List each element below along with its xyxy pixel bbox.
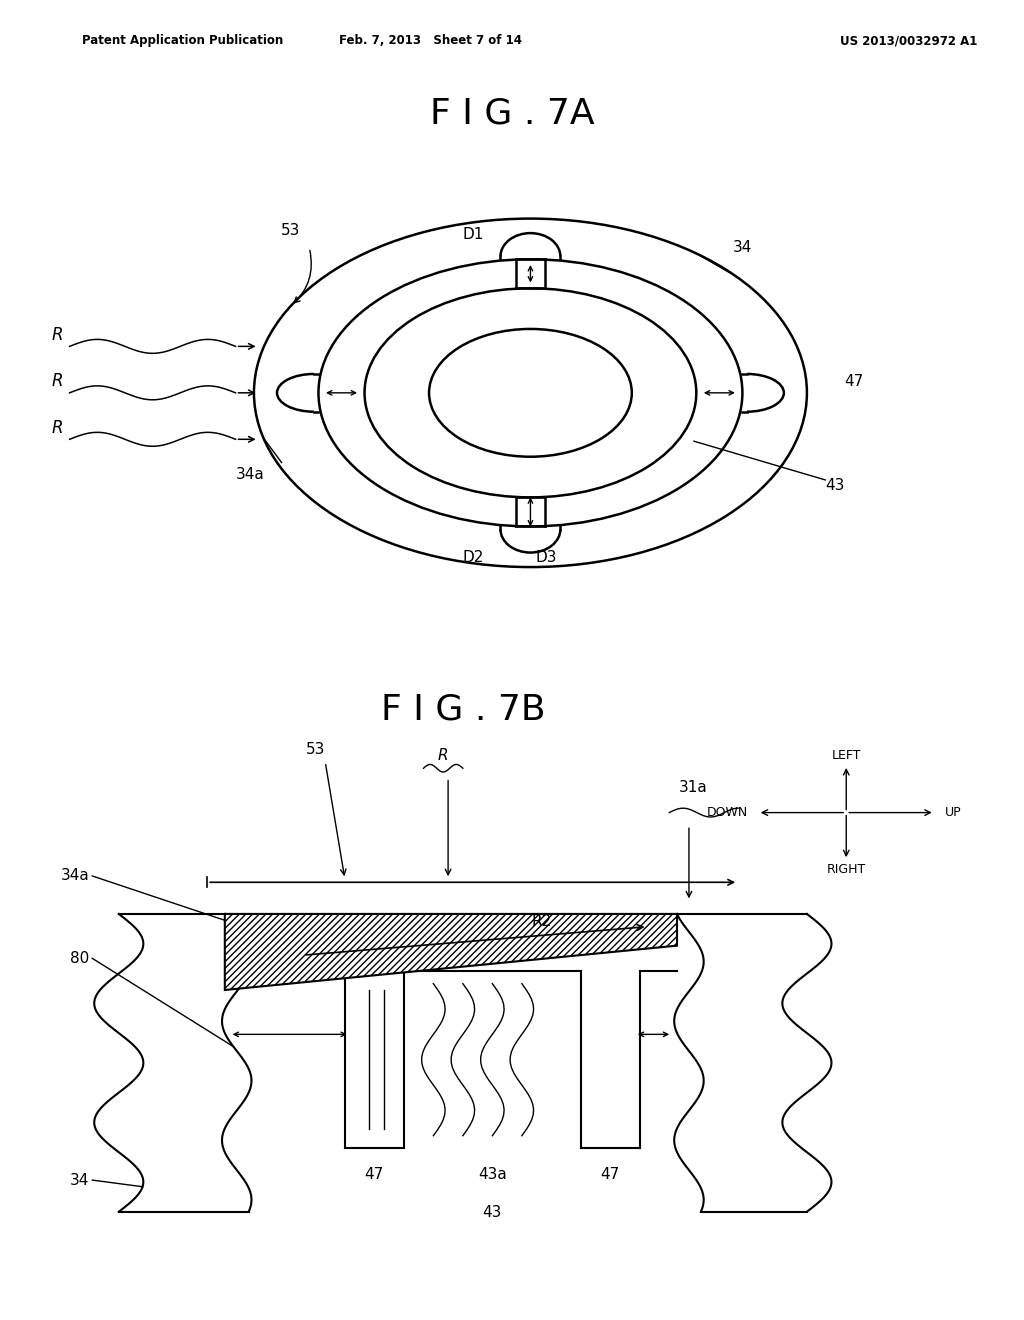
Text: D3: D3	[536, 549, 556, 565]
Text: 43: 43	[482, 1205, 502, 1221]
Text: 80: 80	[70, 950, 89, 966]
Text: D2: D2	[463, 549, 484, 565]
Text: RIGHT: RIGHT	[826, 863, 866, 876]
Text: R: R	[51, 372, 62, 391]
Text: 34: 34	[733, 240, 753, 255]
Text: F I G . 7B: F I G . 7B	[381, 692, 545, 726]
Text: LEFT: LEFT	[831, 748, 861, 762]
Text: D1: D1	[463, 227, 484, 242]
Text: R2: R2	[531, 913, 552, 929]
Text: R: R	[51, 326, 62, 343]
Text: R: R	[438, 748, 449, 763]
Text: R: R	[51, 418, 62, 437]
Text: 43: 43	[825, 478, 845, 494]
Text: 34a: 34a	[236, 467, 264, 482]
Text: 34a: 34a	[60, 869, 89, 883]
Text: 47: 47	[844, 374, 863, 388]
Text: 34: 34	[70, 1172, 89, 1188]
Text: 47: 47	[365, 1167, 384, 1183]
Text: 43a: 43a	[478, 1167, 507, 1183]
Text: 47: 47	[601, 1167, 620, 1183]
Text: Feb. 7, 2013   Sheet 7 of 14: Feb. 7, 2013 Sheet 7 of 14	[339, 34, 521, 48]
Text: 53: 53	[282, 223, 300, 238]
Text: DOWN: DOWN	[707, 807, 748, 820]
Text: US 2013/0032972 A1: US 2013/0032972 A1	[840, 34, 977, 48]
Text: UP: UP	[944, 807, 962, 820]
Text: 53: 53	[306, 742, 325, 756]
Text: 31a: 31a	[679, 780, 708, 795]
Text: F I G . 7A: F I G . 7A	[430, 96, 594, 131]
Text: Patent Application Publication: Patent Application Publication	[82, 34, 284, 48]
Polygon shape	[225, 913, 677, 990]
